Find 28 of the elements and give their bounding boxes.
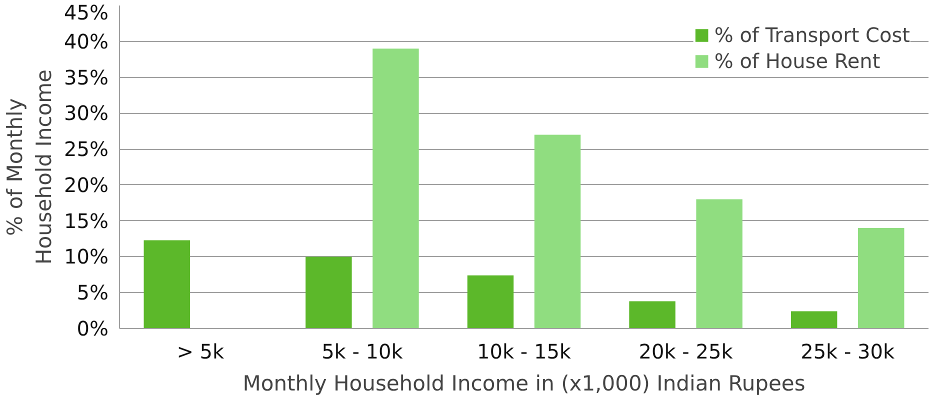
y-axis-title: % of Monthly Household Income bbox=[3, 69, 56, 265]
y-tick-label: 15% bbox=[64, 208, 108, 233]
y-tick-label: 25% bbox=[64, 137, 108, 162]
bar bbox=[467, 275, 514, 328]
legend-label: % of House Rent bbox=[714, 49, 880, 73]
y-tick-label: 20% bbox=[64, 172, 108, 197]
y-tick-label: 35% bbox=[64, 65, 108, 90]
y-tick-label: 10% bbox=[64, 244, 108, 269]
bar bbox=[629, 301, 676, 328]
y-tick-label: 30% bbox=[64, 101, 108, 126]
bar bbox=[144, 240, 190, 328]
bar bbox=[534, 134, 581, 328]
bar bbox=[858, 228, 904, 328]
x-tick-label: > 5k bbox=[176, 340, 225, 364]
bar bbox=[696, 199, 742, 328]
bar bbox=[306, 256, 352, 328]
bar bbox=[790, 311, 838, 328]
y-tick-label: 40% bbox=[64, 29, 108, 54]
x-axis-title: Monthly Household Income in (x1,000) Indian Rupees bbox=[242, 372, 806, 396]
x-tick-label: 20k - 25k bbox=[638, 340, 734, 364]
bar bbox=[372, 48, 419, 328]
x-tick-label: 10k - 15k bbox=[477, 340, 572, 364]
legend-label: % of Transport Cost bbox=[714, 23, 910, 47]
y-tick-label: 45% bbox=[64, 0, 108, 24]
x-tick-label: 25k - 30k bbox=[800, 340, 896, 364]
y-tick-label: 5% bbox=[76, 280, 109, 305]
y-tick-label: 0% bbox=[76, 316, 109, 340]
x-tick-label: 5k - 10k bbox=[322, 340, 404, 364]
